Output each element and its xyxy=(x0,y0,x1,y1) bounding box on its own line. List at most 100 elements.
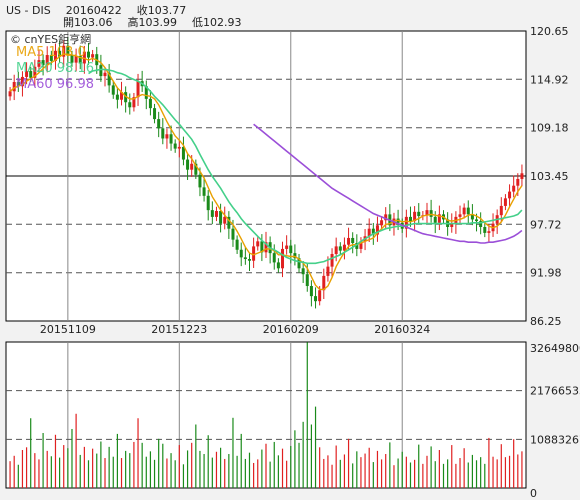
candle-body xyxy=(194,163,198,175)
candle-body xyxy=(186,159,190,170)
price-tick-label: 86.25 xyxy=(530,315,562,328)
candle-body xyxy=(239,249,243,258)
chart-header: US - DIS 20160422 收103.77 xyxy=(6,2,186,18)
candle-body xyxy=(29,71,33,78)
candle-body xyxy=(148,98,152,109)
candle-body xyxy=(136,81,140,98)
candle-body xyxy=(281,248,285,269)
date-tick-label: 20151223 xyxy=(151,323,207,336)
candle-body xyxy=(334,246,338,254)
candle-body xyxy=(206,195,210,211)
candle-body xyxy=(276,262,280,269)
candle-body xyxy=(342,244,346,251)
chart-header-row2: 開103.06 高103.99 低102.93 xyxy=(63,14,242,30)
candle-body xyxy=(466,207,470,215)
close-value: 103.77 xyxy=(147,4,187,17)
volume-tick-label: 0 xyxy=(530,487,537,500)
candle-body xyxy=(177,146,181,149)
candle-body xyxy=(355,243,359,249)
candle-body xyxy=(314,296,318,302)
legend-entry: MA60 96.98 xyxy=(16,77,94,92)
candle-body xyxy=(169,134,173,144)
candle-body xyxy=(272,253,276,263)
candle-body xyxy=(450,223,454,228)
candle-body xyxy=(470,214,474,220)
axis-labels: 120.65 114.92 109.18 103.45 97.72 91.98 86.25 2… xyxy=(40,25,580,500)
candle-body xyxy=(25,71,29,77)
volume-bars xyxy=(9,342,523,488)
high-value: 103.99 xyxy=(138,16,178,29)
candle-body xyxy=(231,228,235,240)
candle-body xyxy=(181,146,185,160)
candle-body xyxy=(351,237,355,244)
candle-body xyxy=(157,119,161,129)
candle-body xyxy=(433,216,437,223)
candle-body xyxy=(45,55,49,66)
candle-body xyxy=(16,82,20,87)
candle-body xyxy=(499,205,503,216)
quote-date: 20160422 xyxy=(65,4,122,17)
candle-body xyxy=(520,173,524,179)
price-tick-label: 91.98 xyxy=(530,267,562,280)
candle-body xyxy=(417,211,421,217)
date-tick-label: 20160324 xyxy=(374,323,430,336)
candle-body xyxy=(247,259,251,261)
candle-body xyxy=(475,219,479,222)
candle-body xyxy=(512,185,516,192)
date-tick-label: 20160209 xyxy=(263,323,319,336)
date-tick-label: 20151109 xyxy=(40,323,96,336)
candle-body xyxy=(285,245,289,249)
candle-body xyxy=(223,216,227,224)
candle-body xyxy=(8,91,12,97)
candle-body xyxy=(165,134,169,139)
volume-tick-label: 10883267 xyxy=(530,433,580,446)
open-label: 開 xyxy=(63,16,74,29)
price-tick-label: 109.18 xyxy=(530,122,569,135)
low-value: 102.93 xyxy=(203,16,242,29)
candle-body xyxy=(458,214,462,217)
high-label: 高 xyxy=(127,16,139,29)
candle-body xyxy=(111,85,115,95)
candle-body xyxy=(66,45,70,56)
candle-body xyxy=(437,214,441,223)
legend-entry: MA20 98.16 xyxy=(16,61,94,76)
candle-body xyxy=(375,225,379,235)
candle-body xyxy=(429,210,433,217)
candle-body xyxy=(173,143,177,149)
ma60-line xyxy=(253,123,523,244)
candle-body xyxy=(483,227,487,233)
candle-body xyxy=(214,210,218,217)
candle-body xyxy=(516,178,520,186)
watermark: © cnYES鉅亨網 xyxy=(10,32,91,46)
price-tick-label: 103.45 xyxy=(530,170,569,183)
candle-body xyxy=(33,66,37,78)
candle-body xyxy=(86,51,90,58)
candle-body xyxy=(359,241,363,249)
candle-body xyxy=(380,220,384,226)
candle-body xyxy=(78,55,82,64)
candle-body xyxy=(408,216,412,222)
candle-body xyxy=(103,72,107,77)
candle-body xyxy=(161,128,165,139)
candle-body xyxy=(58,50,62,57)
candle-body xyxy=(115,94,119,100)
candle-body xyxy=(227,216,231,229)
candle-body xyxy=(479,221,483,228)
candle-body xyxy=(198,174,202,188)
close-label: 收 xyxy=(136,4,148,17)
candle-body xyxy=(309,286,313,297)
candle-body xyxy=(293,253,297,259)
candle-body xyxy=(37,60,41,67)
candle-body xyxy=(338,246,342,251)
candle-body xyxy=(190,163,194,170)
candle-body xyxy=(132,97,136,108)
candle-body xyxy=(82,51,86,64)
candle-body xyxy=(264,242,268,253)
price-tick-label: 97.72 xyxy=(530,218,562,231)
candle-body xyxy=(107,72,111,86)
low-label: 低 xyxy=(192,16,203,29)
moving-average-lines xyxy=(9,53,523,291)
price-tick-label: 114.92 xyxy=(530,73,569,86)
